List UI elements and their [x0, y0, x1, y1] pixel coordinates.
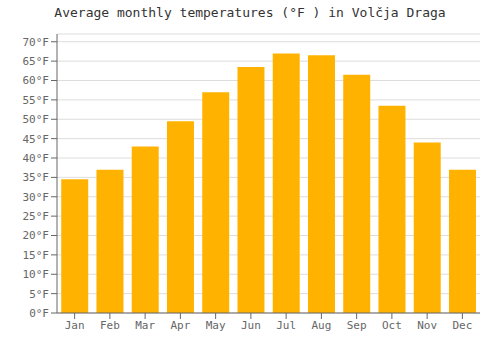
svg-text:Aug: Aug: [311, 319, 331, 332]
svg-text:Jan: Jan: [65, 319, 85, 332]
svg-text:35°F: 35°F: [23, 171, 50, 184]
svg-text:50°F: 50°F: [23, 113, 50, 126]
svg-text:55°F: 55°F: [23, 94, 50, 107]
svg-text:20°F: 20°F: [23, 229, 50, 242]
svg-text:Sep: Sep: [347, 319, 367, 332]
svg-text:Apr: Apr: [170, 319, 190, 332]
svg-text:Dec: Dec: [452, 319, 472, 332]
svg-text:10°F: 10°F: [23, 268, 50, 281]
svg-text:45°F: 45°F: [23, 133, 50, 146]
svg-text:Oct: Oct: [382, 319, 402, 332]
svg-text:5°F: 5°F: [29, 288, 49, 301]
svg-text:Jun: Jun: [241, 319, 261, 332]
svg-text:30°F: 30°F: [23, 191, 50, 204]
svg-text:60°F: 60°F: [23, 74, 50, 87]
svg-text:Feb: Feb: [100, 319, 120, 332]
svg-text:65°F: 65°F: [23, 55, 50, 68]
svg-text:Nov: Nov: [417, 319, 437, 332]
svg-text:Jul: Jul: [276, 319, 296, 332]
svg-text:15°F: 15°F: [23, 249, 50, 262]
svg-text:40°F: 40°F: [23, 152, 50, 165]
svg-text:May: May: [206, 319, 226, 332]
svg-text:25°F: 25°F: [23, 210, 50, 223]
svg-text:0°F: 0°F: [29, 307, 49, 320]
svg-text:Mar: Mar: [135, 319, 155, 332]
svg-text:70°F: 70°F: [23, 36, 50, 49]
html-text:Average monthly temperatures (: Average monthly temperatures (°F ) in Vo…: [54, 5, 446, 20]
